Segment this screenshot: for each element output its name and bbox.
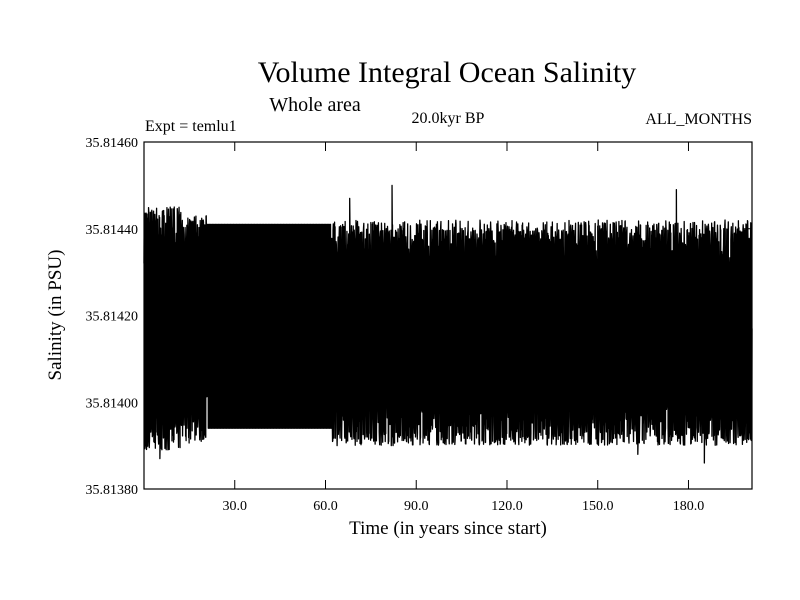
y-axis-label: Salinity (in PSU): [45, 250, 66, 381]
y-tick-label: 35.81380: [86, 483, 139, 498]
ticks-layer: 30.0 60.0 90.0 120.0 150.0 180.0 35.81380 35.81…: [86, 136, 752, 514]
chart-subtitle: Whole area: [269, 94, 361, 116]
x-axis-label: Time (in years since start): [349, 518, 547, 539]
series-layer: [143, 184, 753, 464]
experiment-label: Expt = temlu1: [145, 118, 237, 135]
y-tick-label: 35.81420: [86, 310, 139, 325]
x-tick-label: 30.0: [222, 499, 247, 514]
y-tick-label: 35.81460: [86, 136, 139, 151]
y-tick-label: 35.81440: [86, 223, 139, 238]
x-tick-label: 60.0: [313, 499, 338, 514]
y-tick-label: 35.81400: [86, 396, 139, 411]
x-tick-label: 90.0: [404, 499, 429, 514]
months-label: ALL_MONTHS: [645, 111, 752, 128]
series-line-salinity: [143, 184, 753, 464]
x-tick-label: 120.0: [491, 499, 523, 514]
x-tick-label: 180.0: [673, 499, 705, 514]
x-tick-label: 150.0: [582, 499, 614, 514]
chart-title: Volume Integral Ocean Salinity: [258, 56, 637, 89]
period-label: 20.0kyr BP: [412, 110, 485, 127]
